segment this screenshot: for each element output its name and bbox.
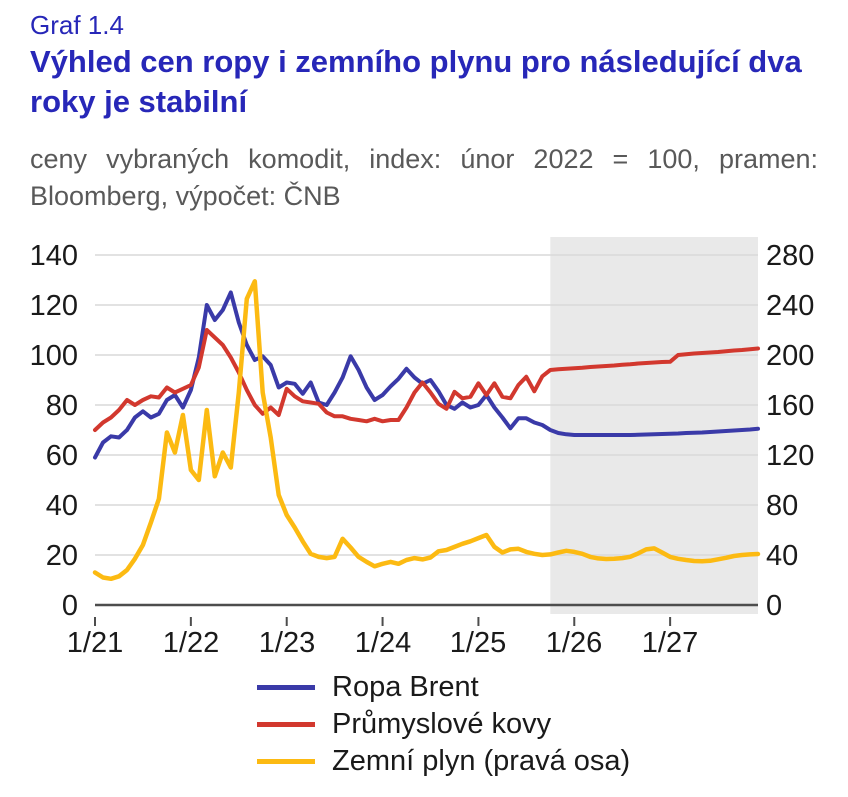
series-lines: [92, 279, 761, 582]
y-left-tick-label: 40: [46, 490, 78, 522]
legend-label-prumyslove-kovy: Průmyslové kovy: [332, 708, 552, 740]
y-left-tick-label: 120: [30, 290, 78, 322]
y-left-tick-label: 140: [30, 240, 78, 272]
y-right-tick-label: 80: [766, 490, 798, 522]
y-right-tick-label: 40: [766, 540, 798, 572]
x-tick-label: 1/22: [163, 627, 219, 659]
y-left-tick-label: 20: [46, 540, 78, 572]
x-tick-label: 1/23: [259, 627, 315, 659]
legend-label-ropa-brent: Ropa Brent: [332, 671, 479, 703]
y-left-tick-label: 60: [46, 440, 78, 472]
graph-number: Graf 1.4: [30, 10, 124, 40]
page-title: Výhled cen ropy i zemního plynu pro násl…: [30, 42, 830, 122]
legend-item-zemni-plyn: Zemní plyn (pravá osa): [257, 743, 630, 780]
x-tick-label: 1/27: [642, 627, 698, 659]
chart-legend: Ropa Brent Průmyslové kovy Zemní plyn (p…: [257, 669, 630, 780]
series-line-2: [92, 279, 761, 582]
y-axis-left-labels: 140 120 100 80 60 40 20 0: [30, 240, 78, 622]
page-title-line-1: Výhled cen ropy i zemního plynu pro násl…: [30, 44, 802, 79]
x-tick-label: 1/26: [546, 627, 602, 659]
y-left-tick-label: 80: [46, 390, 78, 422]
x-tick-label: 1/24: [355, 627, 411, 659]
y-right-tick-label: 0: [766, 590, 782, 622]
series-line-1: [93, 328, 760, 432]
page-title-line-2: roky je stabilní: [30, 84, 248, 119]
forecast-shaded-region: [550, 237, 758, 614]
legend-item-prumyslove-kovy: Průmyslové kovy: [257, 706, 630, 743]
x-tick-label: 1/21: [67, 627, 123, 659]
legend-label-zemni-plyn: Zemní plyn (pravá osa): [332, 745, 631, 777]
chart-subtitle-line-1: ceny vybraných komodit, index: únor 2022…: [30, 144, 818, 174]
y-right-tick-label: 280: [766, 240, 814, 272]
legend-swatch-zemni-plyn: [257, 759, 315, 764]
y-right-tick-label: 120: [766, 440, 814, 472]
legend-swatch-prumyslove-kovy: [257, 722, 315, 727]
y-left-tick-label: 0: [62, 590, 78, 622]
series-line-0: [93, 290, 760, 460]
x-tick-label: 1/25: [450, 627, 506, 659]
x-axis-labels: 1/21 1/22 1/23 1/24 1/25 1/26 1/27: [67, 627, 698, 659]
chart-subtitle: ceny vybraných komodit, index: únor 2022…: [30, 141, 818, 215]
y-right-tick-label: 200: [766, 340, 814, 372]
y-left-tick-label: 100: [30, 340, 78, 372]
legend-swatch-ropa-brent: [257, 685, 315, 690]
x-axis-ticks: [94, 617, 672, 626]
y-right-tick-label: 240: [766, 290, 814, 322]
chart-subtitle-line-2: Bloomberg, výpočet: ČNB: [30, 181, 341, 211]
y-right-tick-label: 160: [766, 390, 814, 422]
y-axis-right-labels: 280 240 200 160 120 80 40 0: [766, 240, 814, 622]
legend-item-ropa-brent: Ropa Brent: [257, 669, 630, 706]
